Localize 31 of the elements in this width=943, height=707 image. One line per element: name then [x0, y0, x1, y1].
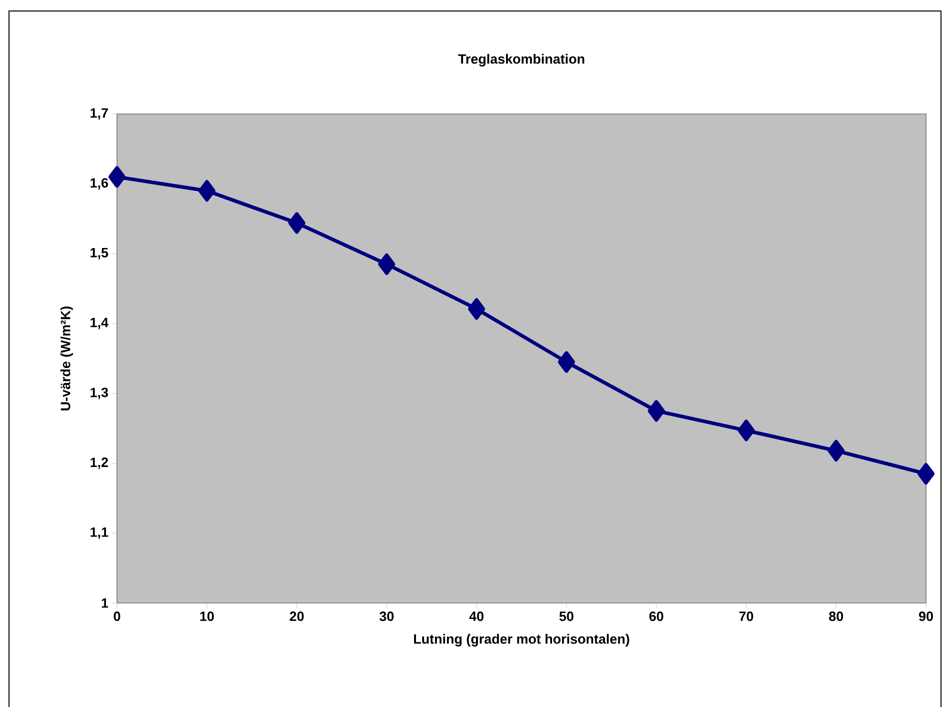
x-tick-label: 10 — [200, 612, 214, 622]
y-tick-label: 1,1 — [90, 527, 108, 539]
x-tick-label: 30 — [380, 612, 394, 622]
x-axis-title: Lutning (grader mot horisontalen) — [414, 634, 630, 646]
point — [468, 298, 486, 320]
x-tick-label: 0 — [114, 612, 120, 622]
y-tick-label: 1,4 — [90, 318, 108, 330]
point — [108, 166, 126, 188]
x-tick-label: 20 — [290, 612, 304, 622]
chart-title: Treglaskombination — [458, 54, 584, 66]
x-tick-label: 40 — [469, 612, 484, 622]
y-tick-label: 1,2 — [90, 458, 108, 470]
point — [288, 212, 306, 234]
y-tick-label: 1,7 — [90, 108, 108, 120]
x-tick-label: 50 — [559, 612, 574, 622]
point — [738, 420, 755, 442]
point — [828, 440, 845, 462]
x-tick-label: 60 — [649, 612, 664, 622]
y-tick-label: 1 — [102, 598, 108, 608]
y-tick-label: 1,3 — [90, 388, 108, 400]
y-axis-title: U-värde (W/m²K) — [60, 306, 73, 410]
x-tick-label: 80 — [829, 612, 844, 622]
point — [648, 400, 665, 422]
y-tick-label: 1,6 — [90, 178, 108, 190]
point — [917, 462, 935, 485]
x-tick-label: 90 — [918, 612, 933, 622]
point — [558, 351, 575, 373]
y-tick-label: 1,5 — [90, 248, 108, 260]
point — [378, 253, 396, 275]
point — [198, 180, 216, 202]
x-tick-label: 70 — [739, 612, 754, 622]
